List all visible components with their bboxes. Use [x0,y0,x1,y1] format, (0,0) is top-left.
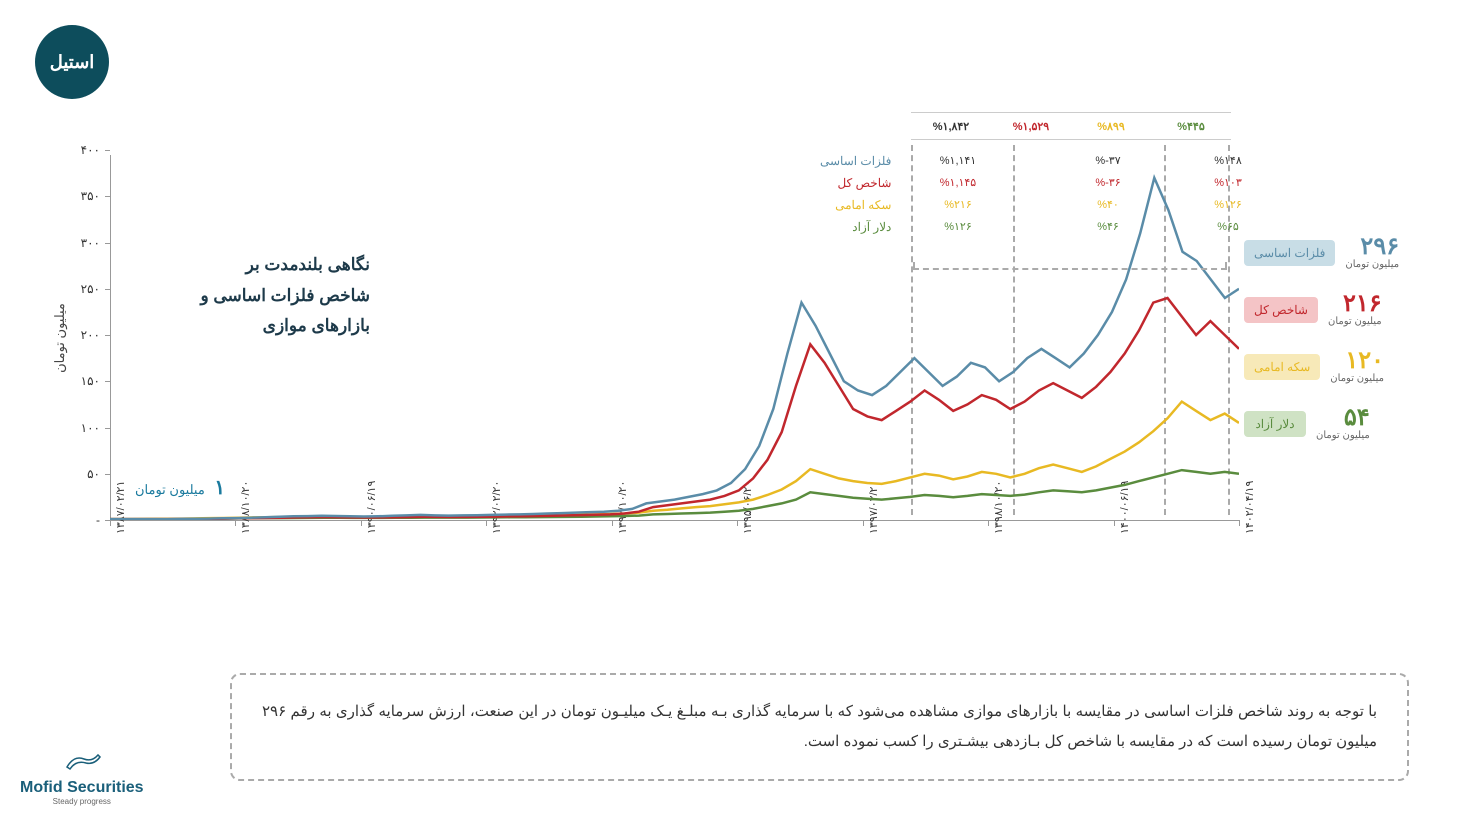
pct-value: %۱۴۸ [1198,150,1258,172]
legend-unit: میلیون تومان [1328,316,1382,327]
y-tick: ۱۵۰ [65,374,100,388]
pct-value: %-۳۶ [1078,172,1138,194]
y-tick: ۲۵۰ [65,282,100,296]
period-bracket [913,262,1227,270]
line-chart [110,150,1239,520]
series-row-label: سکه امامی [820,194,891,216]
pct-value: %۱۲۶ [1198,194,1258,216]
header-pct: %۱,۸۴۲ [911,120,991,133]
y-tick: ۲۰۰ [65,328,100,342]
legend-chip: فلزات اساسی [1244,240,1335,266]
footer-description: با توجه به روند شاخص فلزات اساسی در مقای… [230,673,1409,781]
x-axis-baseline [110,520,1239,521]
legend-unit: میلیون تومان [1345,259,1399,270]
legend-chip: شاخص کل [1244,297,1318,323]
category-badge: استیل [35,25,109,99]
start-value-label: ۱ میلیون تومان [135,475,225,500]
pct-value: %۱۲۶ [928,216,988,238]
y-tick: ۴۰۰ [65,143,100,157]
start-value-unit: میلیون تومان [135,482,205,497]
y-tick: ۳۰۰ [65,236,100,250]
pct-value: %۴۰ [1078,194,1138,216]
pct-column: %۱,۱۴۱%۱,۱۴۵%۲۱۶%۱۲۶ [928,150,988,238]
legend-value: ۲۹۶ [1345,235,1399,259]
start-value-number: ۱ [214,477,225,499]
legend: ۲۹۶ میلیون تومان فلزات اساسی ۲۱۶ میلیون … [1244,235,1444,463]
legend-value: ۵۴ [1316,406,1370,430]
pct-value: %۱,۱۴۵ [928,172,988,194]
legend-chip: دلار آزاد [1244,411,1306,437]
badge-text: استیل [50,52,95,73]
pct-value: %۱,۱۴۱ [928,150,988,172]
logo-subtitle: Steady progress [20,797,144,806]
legend-unit: میلیون تومان [1330,373,1384,384]
period-total-returns-row: %۱,۸۴۲%۱,۵۲۹%۸۹۹%۴۴۵ [911,112,1231,140]
legend-item: ۵۴ میلیون تومان دلار آزاد [1244,406,1444,441]
header-pct: %۴۴۵ [1151,120,1231,133]
y-tick: ۳۵۰ [65,189,100,203]
y-tick: - [65,513,100,527]
legend-item: ۱۲۰ میلیون تومان سکه امامی [1244,349,1444,384]
legend-chip: سکه امامی [1244,354,1320,380]
legend-item: ۲۹۶ میلیون تومان فلزات اساسی [1244,235,1444,270]
legend-unit: میلیون تومان [1316,430,1370,441]
brand-logo: Mofid Securities Steady progress [20,749,144,806]
header-pct: %۸۹۹ [1071,120,1151,133]
y-tick: ۵۰ [65,467,100,481]
pct-value: %۱۰۳ [1198,172,1258,194]
pct-column: %-۳۷%-۳۶%۴۰%۴۶ [1078,150,1138,238]
logo-text: Mofid Securities [20,779,144,797]
pct-value: %۲۱۶ [928,194,988,216]
x-tick: ۱۴۰۲/۰۴/۱۹ [1243,481,1256,534]
series-line [110,298,1239,519]
legend-item: ۲۱۶ میلیون تومان شاخص کل [1244,292,1444,327]
pct-value: %۴۶ [1078,216,1138,238]
y-tick: ۱۰۰ [65,421,100,435]
series-line [110,470,1239,519]
legend-value: ۲۱۶ [1328,292,1382,316]
series-row-label: شاخص کل [820,172,891,194]
series-row-label: فلزات اساسی [820,150,891,172]
header-pct: %۱,۵۲۹ [991,120,1071,133]
legend-value: ۱۲۰ [1330,349,1384,373]
series-row-label: دلار آزاد [820,216,891,238]
series-row-labels: فلزات اساسیشاخص کلسکه امامیدلار آزاد [820,150,891,238]
series-line [110,402,1239,519]
bull-icon [20,749,144,779]
pct-column: %۱۴۸%۱۰۳%۱۲۶%۶۵ [1198,150,1258,238]
pct-value: %-۳۷ [1078,150,1138,172]
